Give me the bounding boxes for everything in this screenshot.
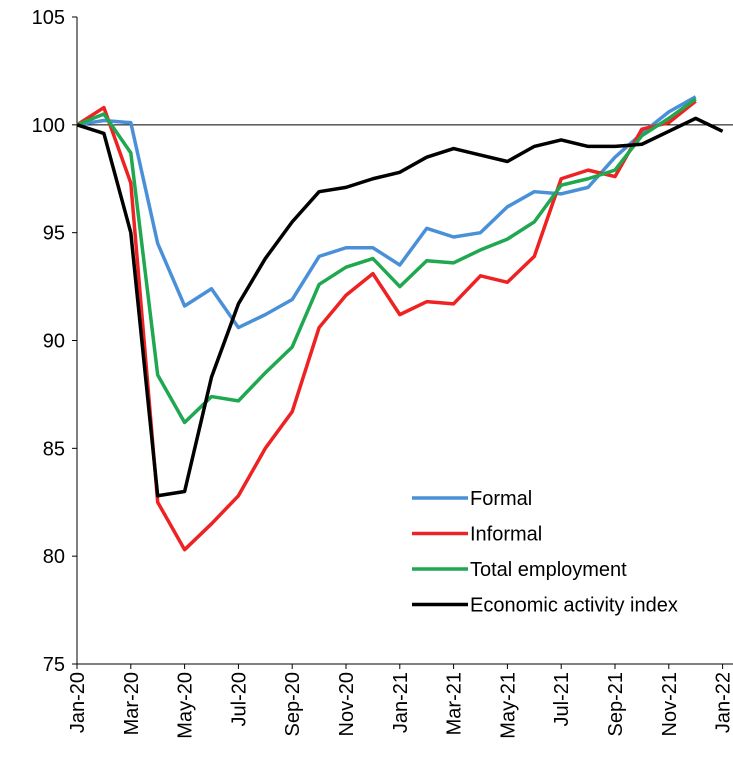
x-tick-label: Nov-20 (336, 672, 358, 736)
x-tick-label: Jul-21 (551, 672, 573, 726)
legend-label: Total employment (470, 559, 627, 581)
legend-label: Economic activity index (470, 595, 678, 617)
x-tick-label: Sep-21 (605, 672, 627, 737)
x-tick-label: Mar-20 (121, 672, 143, 735)
y-tick-label: 95 (43, 223, 65, 245)
x-tick-label: Jan-22 (713, 672, 733, 733)
y-tick-label: 75 (43, 654, 65, 676)
x-tick-label: Mar-21 (444, 672, 466, 735)
x-tick-label: May-20 (175, 672, 197, 739)
series-line (76, 99, 697, 552)
legend-label: Informal (470, 524, 542, 546)
series-line (76, 97, 697, 425)
legend-label: Formal (470, 488, 532, 510)
x-tick-label: May-21 (497, 672, 519, 739)
series-line (76, 116, 724, 498)
y-tick-label: 105 (32, 7, 65, 29)
y-tick-label: 100 (32, 115, 65, 137)
y-tick-label: 90 (43, 331, 65, 353)
x-tick-label: Nov-21 (659, 672, 681, 736)
x-tick-label: Jan-20 (67, 672, 89, 733)
y-tick-label: 80 (43, 546, 65, 568)
x-tick-label: Sep-20 (282, 672, 304, 737)
x-tick-label: Jul-20 (228, 672, 250, 726)
y-tick-label: 85 (43, 438, 65, 460)
series-line (76, 95, 697, 330)
x-tick-label: Jan-21 (390, 672, 412, 733)
